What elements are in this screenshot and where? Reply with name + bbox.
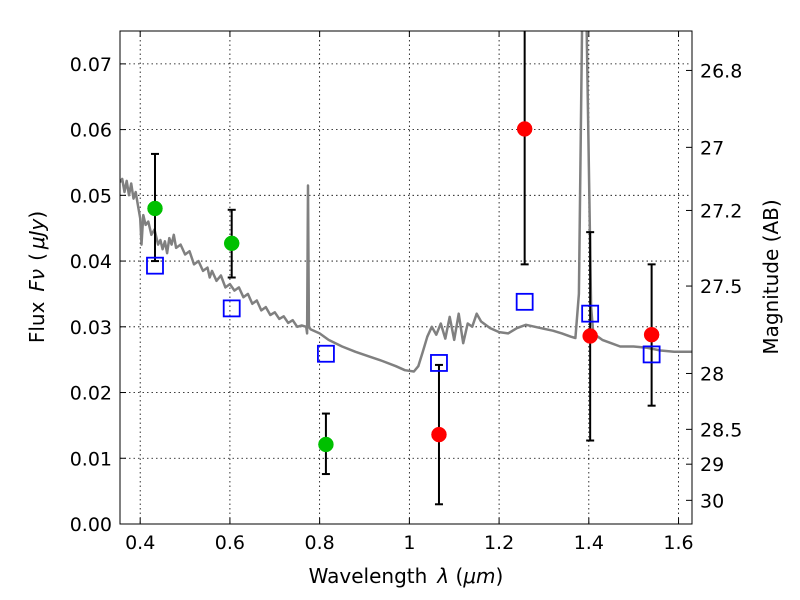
data-point <box>223 235 240 252</box>
model-point <box>581 304 600 323</box>
y2-tick-label: 28 <box>700 363 724 385</box>
model-point <box>642 345 661 364</box>
model-point <box>222 299 241 318</box>
model-point <box>430 354 448 372</box>
y2-tick-label: 28.5 <box>700 419 742 441</box>
y-tick-label: 0.01 <box>70 448 112 470</box>
x-tick-label: 1.2 <box>484 532 514 554</box>
y2-tick-label: 27.5 <box>700 276 742 298</box>
y-tick-label: 0.00 <box>70 514 112 536</box>
data-point <box>431 426 447 443</box>
y2-tick-label: 30 <box>700 490 724 512</box>
y-tick-label: 0.04 <box>70 251 112 273</box>
model-point <box>515 292 534 311</box>
x-tick-label: 0.4 <box>125 532 155 554</box>
plot-area <box>120 31 692 506</box>
model-spectrum-line <box>120 31 692 373</box>
y-axis-label: FluxFν(μJy) <box>25 211 49 343</box>
data-markers <box>146 121 661 453</box>
x-tick-label: 1 <box>403 532 415 554</box>
data-point <box>643 326 660 343</box>
model-point <box>317 344 335 363</box>
y2-axis-label: Magnitude (AB) <box>759 199 783 354</box>
grid-lines <box>120 31 692 524</box>
data-point <box>582 328 598 344</box>
y-tick-label: 0.05 <box>70 185 112 207</box>
data-point <box>147 200 163 217</box>
axis-ticks <box>120 31 692 525</box>
y-tick-label: 0.03 <box>70 317 112 339</box>
x-tick-label: 0.6 <box>215 532 245 554</box>
model-point <box>146 256 164 275</box>
data-point <box>318 436 334 453</box>
y-tick-label: 0.02 <box>70 383 112 405</box>
model-spectrum <box>120 31 692 373</box>
y2-tick-label: 27.2 <box>700 200 742 222</box>
x-axis-label: Wavelength λ (μm) <box>309 564 504 588</box>
y-tick-label: 0.06 <box>70 120 112 142</box>
y2-tick-label: 29 <box>700 454 724 476</box>
x-tick-label: 0.8 <box>305 532 335 554</box>
data-point <box>516 121 533 137</box>
y-tick-labels: 0.00 0.01 0.02 0.03 0.04 0.05 0.06 0.07 <box>70 54 112 536</box>
y2-tick-labels: 26.8 27 27.2 27.5 28 28.5 29 30 <box>700 60 742 512</box>
x-tick-labels: 0.4 0.6 0.8 1 1.2 1.4 1.6 <box>125 532 694 554</box>
plot-frame <box>119 30 693 525</box>
y2-tick-label: 26.8 <box>700 60 742 82</box>
y2-tick-label: 27 <box>700 137 724 159</box>
y-tick-label: 0.07 <box>70 54 112 76</box>
x-tick-label: 1.4 <box>574 532 604 554</box>
x-tick-label: 1.6 <box>663 532 693 554</box>
